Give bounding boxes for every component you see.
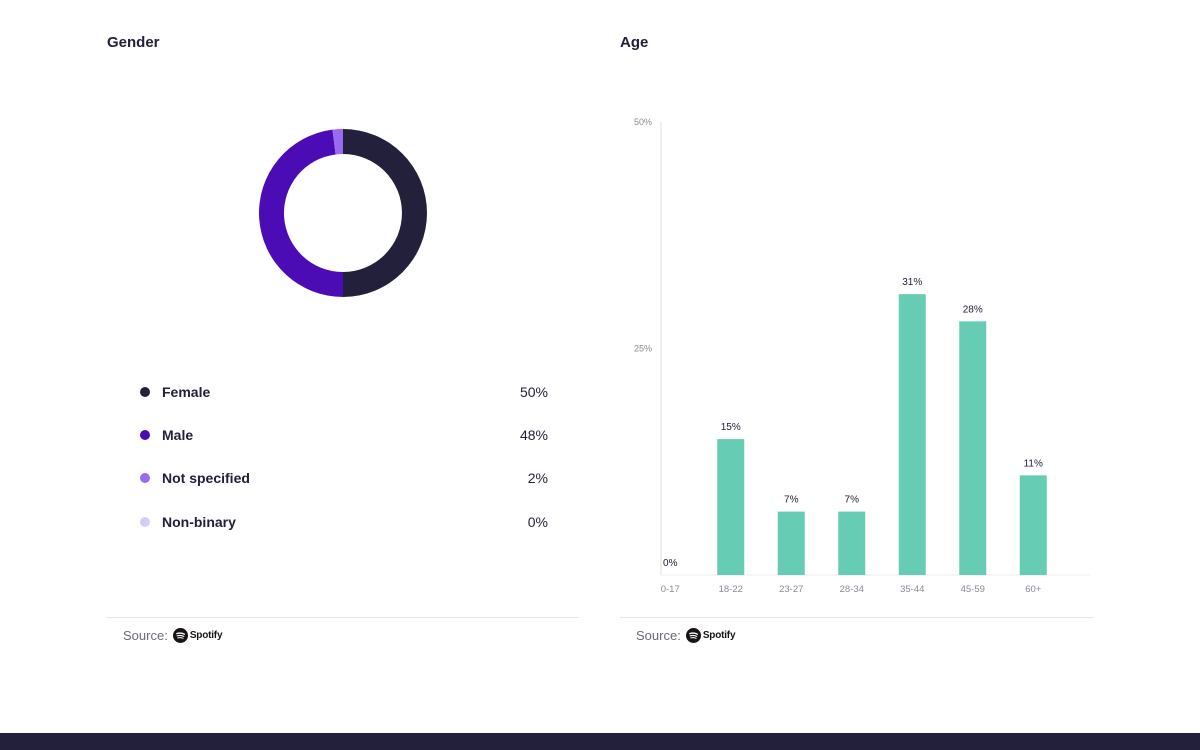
bar-value-label: 11%: [1024, 458, 1043, 469]
source-label: Source:: [636, 628, 681, 643]
x-tick-label: 23-27: [779, 584, 803, 595]
legend-label: Non-binary: [162, 513, 236, 530]
legend-value: 0%: [527, 513, 548, 530]
legend-value: 48%: [519, 426, 548, 443]
x-tick-label: 35-44: [900, 584, 924, 595]
spotify-wordmark: Spotify: [702, 630, 736, 641]
legend-dot-female: [140, 386, 150, 397]
legend-item-non-binary: Non-binary 0%: [140, 500, 548, 543]
gender-donut-chart: [259, 129, 427, 297]
y-tick-label: 50%: [634, 117, 652, 127]
donut-slice-male: [259, 129, 343, 297]
spotify-logo[interactable]: Spotify: [685, 628, 736, 643]
spotify-icon: [685, 628, 701, 643]
age-source: Source: Spotify: [636, 628, 736, 643]
x-tick-label: 18-22: [719, 584, 743, 595]
spotify-icon: [172, 628, 188, 643]
legend-dot-non-binary: [140, 516, 150, 527]
donut-slice-female: [343, 129, 427, 297]
spotify-wordmark: Spotify: [189, 630, 223, 641]
footer-bar: [0, 733, 1200, 750]
donut-slice-not-specified: [332, 129, 343, 155]
gender-legend: Female 50% Male 48% Not specified 2% Non…: [140, 370, 548, 543]
legend-item-male: Male 48%: [140, 413, 548, 456]
age-title: Age: [620, 34, 649, 51]
divider: [107, 617, 579, 618]
bar-35-44: [898, 294, 926, 575]
source-label: Source:: [123, 628, 168, 643]
legend-value: 50%: [519, 383, 548, 400]
legend-dot-male: [140, 429, 150, 440]
bar-18-22: [717, 439, 745, 575]
bar-60+: [1019, 475, 1047, 575]
bar-value-label: 31%: [902, 277, 922, 288]
bar-value-label: 0%: [663, 558, 678, 569]
legend-item-not-specified: Not specified 2%: [140, 457, 548, 500]
legend-label: Not specified: [162, 470, 250, 487]
legend-label: Female: [162, 383, 211, 400]
legend-item-female: Female 50%: [140, 370, 548, 413]
gender-source: Source: Spotify: [123, 628, 223, 643]
legend-dot-not-specified: [140, 473, 150, 484]
x-tick-label: 45-59: [961, 584, 985, 595]
legend-label: Male: [162, 426, 194, 443]
x-tick-label: 28-34: [840, 584, 864, 595]
bar-value-label: 7%: [845, 495, 860, 506]
bar-23-27: [777, 511, 805, 575]
x-tick-label: 60+: [1025, 584, 1042, 595]
x-tick-label: 0-17: [661, 584, 680, 595]
bar-28-34: [838, 511, 866, 575]
divider: [620, 617, 1093, 618]
y-tick-label: 25%: [634, 344, 652, 354]
bar-45-59: [959, 321, 987, 575]
age-bar-chart: 25% 50% 0% 0-17 15% 18-22 7% 23-27 7% 28-34 31% 35-…: [634, 117, 1090, 595]
legend-value: 2%: [527, 470, 548, 487]
bar-value-label: 7%: [784, 495, 799, 506]
spotify-logo[interactable]: Spotify: [172, 628, 223, 643]
gender-title: Gender: [107, 34, 160, 51]
bar-value-label: 28%: [963, 304, 983, 315]
bar-value-label: 15%: [721, 422, 741, 433]
